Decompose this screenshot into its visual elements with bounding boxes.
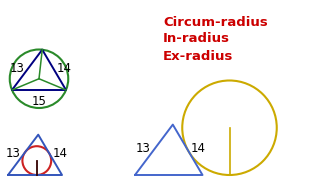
- Text: 13: 13: [136, 142, 151, 155]
- Text: Ex-radius: Ex-radius: [163, 50, 233, 62]
- Text: 13: 13: [9, 62, 24, 75]
- Text: In-radius: In-radius: [163, 33, 230, 46]
- Text: 14: 14: [53, 147, 68, 160]
- Text: 13: 13: [5, 147, 20, 160]
- Text: 14: 14: [57, 62, 72, 75]
- Text: Circum-radius: Circum-radius: [163, 15, 268, 28]
- Text: 14: 14: [191, 142, 206, 155]
- Text: 15: 15: [32, 95, 46, 108]
